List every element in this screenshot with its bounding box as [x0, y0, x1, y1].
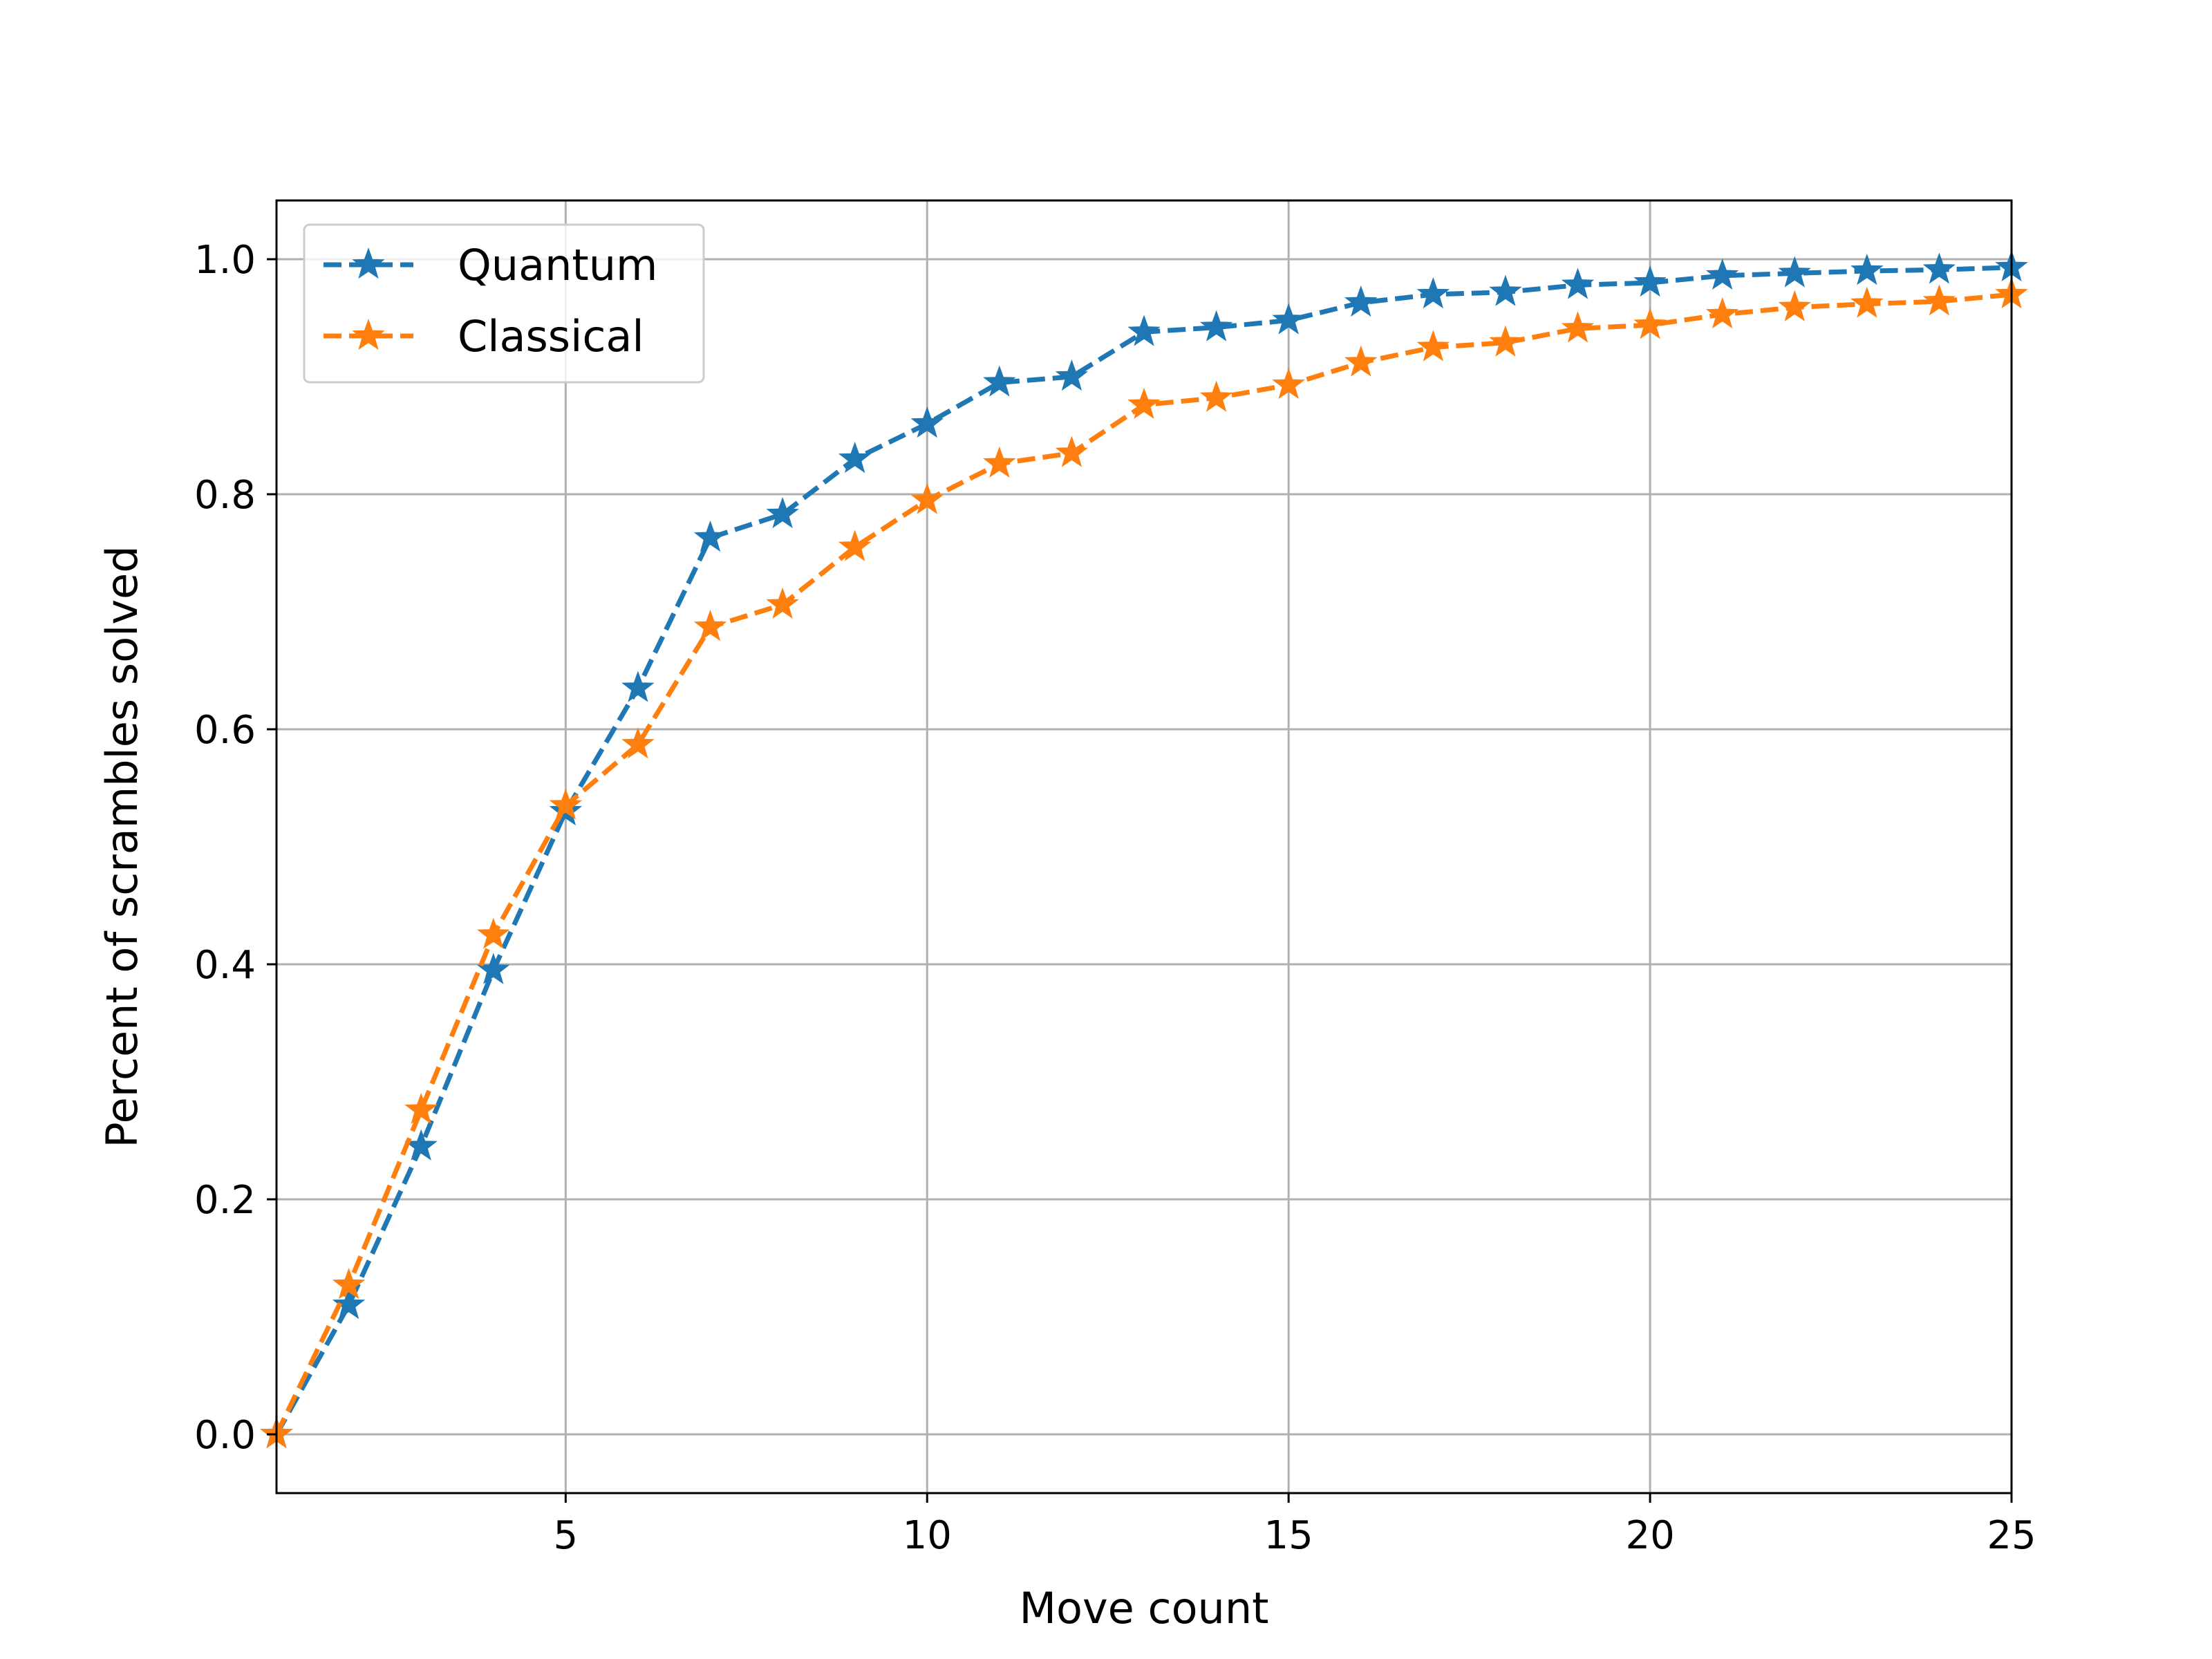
- y-axis-label: Percent of scrambles solved: [97, 545, 147, 1147]
- data-point: [1561, 268, 1595, 299]
- x-tick-label: 20: [1625, 1513, 1674, 1558]
- data-point: [838, 529, 872, 561]
- data-point: [693, 520, 727, 552]
- legend-marker: [352, 319, 385, 350]
- data-point: [332, 1288, 366, 1320]
- data-point: [766, 496, 799, 529]
- data-point: [1778, 290, 1812, 321]
- data-point: [1633, 265, 1667, 297]
- data-point: [1416, 277, 1450, 309]
- legend: Quantum Classical: [303, 223, 705, 384]
- data-point: [983, 446, 1016, 478]
- data-point: [621, 727, 655, 759]
- data-point: [1778, 256, 1812, 288]
- data-point: [1344, 345, 1378, 377]
- series-line-classical: [274, 292, 2012, 1436]
- data-point: [693, 610, 727, 641]
- data-point: [549, 788, 583, 820]
- series-classical: [260, 277, 2028, 1449]
- data-point: [838, 442, 872, 474]
- data-point: [1922, 252, 1956, 284]
- legend-item-quantum: Quantum: [324, 240, 657, 290]
- y-tick-label: 0.0: [194, 1413, 256, 1458]
- data-point: [404, 1092, 438, 1125]
- data-point: [1705, 297, 1739, 329]
- legend-item-classical: Classical: [324, 311, 644, 362]
- data-point: [1561, 311, 1595, 343]
- data-point: [1633, 308, 1667, 339]
- data-point: [910, 406, 944, 438]
- y-tick-label: 0.2: [194, 1178, 256, 1223]
- data-point: [1199, 310, 1233, 341]
- data-point: [983, 365, 1016, 397]
- data-point: [1127, 315, 1161, 346]
- series-quantum: [260, 250, 2028, 1449]
- data-point: [910, 482, 944, 514]
- data-point: [1489, 274, 1522, 306]
- x-tick-label: 15: [1264, 1513, 1313, 1558]
- data-point: [1272, 303, 1305, 335]
- data-point: [1850, 254, 1884, 285]
- legend-marker: [352, 247, 385, 279]
- x-tick-label: 10: [903, 1513, 952, 1558]
- data-point: [1344, 285, 1378, 317]
- data-point: [1055, 435, 1089, 467]
- x-axis-label: Move count: [1020, 1583, 1269, 1633]
- data-point: [1705, 258, 1739, 290]
- y-tick-label: 1.0: [194, 238, 256, 283]
- series-line-quantum: [274, 265, 2012, 1436]
- legend-label: Classical: [458, 311, 644, 362]
- data-point: [1416, 330, 1450, 362]
- data-point: [404, 1129, 438, 1161]
- y-tick-label: 0.8: [194, 473, 256, 518]
- data-point: [332, 1268, 366, 1300]
- x-tick-label: 25: [1987, 1513, 2036, 1558]
- plot-frame: [275, 199, 2013, 1494]
- data-point: [621, 671, 655, 702]
- y-tick-label: 0.4: [194, 943, 256, 988]
- data-point: [1922, 284, 1956, 316]
- data-point: [1272, 367, 1305, 400]
- series-layer: [260, 250, 2028, 1449]
- legend-label: Quantum: [458, 240, 657, 290]
- y-tick-label: 0.6: [194, 708, 256, 753]
- axis-ticks: 5 10 15 20 25 0.0 0.2 0.4 0.6 0.8 1.0: [194, 238, 2036, 1558]
- x-tick-label: 5: [554, 1513, 579, 1558]
- data-point: [1850, 286, 1884, 318]
- data-point: [1489, 325, 1522, 357]
- data-point: [1127, 387, 1161, 419]
- data-point: [476, 917, 510, 949]
- data-point: [1199, 380, 1233, 412]
- data-point: [766, 587, 799, 619]
- data-point: [1055, 359, 1089, 391]
- legend-items: Quantum Classical: [324, 240, 657, 362]
